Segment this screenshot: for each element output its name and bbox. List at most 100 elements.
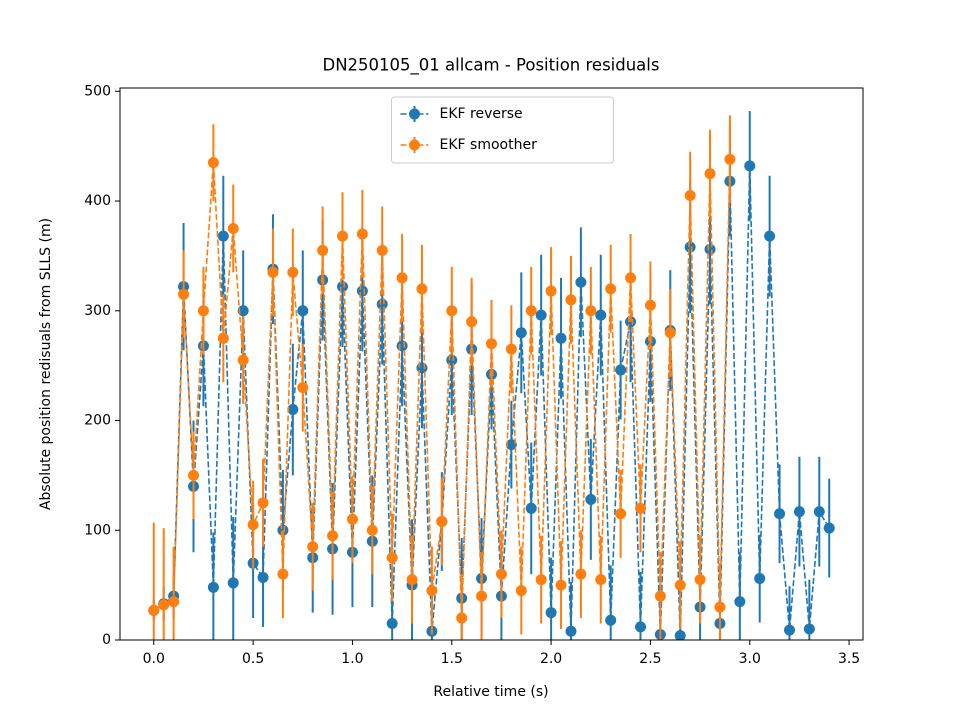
data-point <box>297 305 309 317</box>
data-point <box>178 288 190 300</box>
data-point <box>376 244 388 256</box>
data-point <box>257 571 269 583</box>
data-point <box>426 585 438 597</box>
data-point <box>337 230 349 242</box>
data-point <box>714 601 726 613</box>
series-line <box>153 165 830 636</box>
data-point <box>744 160 756 172</box>
x-tick-label: 3.5 <box>838 651 860 667</box>
data-point <box>694 574 706 586</box>
data-point <box>217 230 229 242</box>
data-point <box>783 624 795 636</box>
data-point <box>774 508 786 520</box>
data-point <box>515 327 527 339</box>
legend-marker <box>409 139 420 151</box>
data-point <box>793 506 805 518</box>
data-point <box>625 272 637 284</box>
data-point <box>704 243 716 255</box>
data-point <box>525 305 537 317</box>
data-point <box>545 285 557 297</box>
data-point <box>535 309 547 321</box>
x-axis-label: Relative time (s) <box>433 684 548 700</box>
data-point <box>227 577 239 589</box>
data-point <box>476 590 488 602</box>
data-point <box>416 283 428 295</box>
data-point <box>366 524 378 536</box>
data-point <box>634 621 646 633</box>
data-point <box>327 530 339 542</box>
data-point <box>406 574 418 586</box>
data-point <box>674 579 686 591</box>
data-point <box>207 157 219 169</box>
data-point <box>615 364 627 376</box>
data-point <box>217 332 229 344</box>
data-point <box>446 354 458 366</box>
data-point <box>704 168 716 180</box>
data-point <box>158 599 170 611</box>
data-point <box>615 508 627 520</box>
data-point <box>634 502 646 514</box>
y-tick-label: 300 <box>84 303 111 319</box>
data-point <box>595 309 607 321</box>
data-point <box>555 332 567 344</box>
data-point <box>376 298 388 310</box>
data-point <box>674 630 686 640</box>
x-tick-label: 2.0 <box>540 651 562 667</box>
data-point <box>565 625 577 637</box>
data-point <box>486 338 497 350</box>
data-point <box>545 607 557 619</box>
data-point <box>436 515 448 527</box>
data-point <box>495 568 507 580</box>
data-point <box>803 623 815 635</box>
data-point <box>386 552 398 564</box>
data-point <box>337 281 349 293</box>
data-point <box>734 596 746 608</box>
data-point <box>585 494 597 506</box>
y-tick-label: 200 <box>84 413 111 429</box>
axes-frame <box>119 87 864 641</box>
data-point <box>307 541 319 553</box>
data-point <box>724 153 736 165</box>
data-point <box>684 241 696 253</box>
data-point <box>168 596 180 608</box>
x-tick-label: 0.0 <box>143 651 165 667</box>
chart-title: DN250105_01 allcam - Position residuals <box>323 56 660 76</box>
x-tick-label: 3.0 <box>739 651 761 667</box>
data-point <box>227 222 239 234</box>
data-point <box>396 272 408 284</box>
data-point <box>764 230 776 242</box>
data-point <box>257 497 269 509</box>
data-point <box>148 604 160 616</box>
y-tick-label: 0 <box>102 632 111 648</box>
data-point <box>287 266 299 278</box>
data-point <box>277 568 289 580</box>
data-point <box>664 327 676 339</box>
data-point <box>515 585 527 597</box>
data-point <box>456 612 468 624</box>
data-point <box>654 590 666 602</box>
data-point <box>813 506 825 518</box>
y-tick-label: 500 <box>84 83 111 99</box>
data-point <box>505 439 517 451</box>
data-point <box>595 574 607 586</box>
data-point <box>396 340 408 352</box>
data-point <box>505 343 517 355</box>
legend-box <box>391 96 614 164</box>
data-point <box>188 469 200 481</box>
x-tick-label: 2.5 <box>639 651 661 667</box>
data-point <box>237 354 249 366</box>
data-point <box>585 305 597 317</box>
data-point <box>317 244 329 256</box>
data-point <box>356 285 368 297</box>
data-point <box>416 362 428 374</box>
data-point <box>267 266 279 278</box>
data-point <box>207 581 219 593</box>
plot-area <box>148 111 835 640</box>
data-point <box>565 294 577 306</box>
data-point <box>575 276 587 288</box>
data-point <box>346 513 358 525</box>
y-tick-label: 400 <box>84 193 111 209</box>
data-point <box>297 382 309 394</box>
data-point <box>684 190 696 202</box>
legend-label: EKF reverse <box>440 106 523 122</box>
